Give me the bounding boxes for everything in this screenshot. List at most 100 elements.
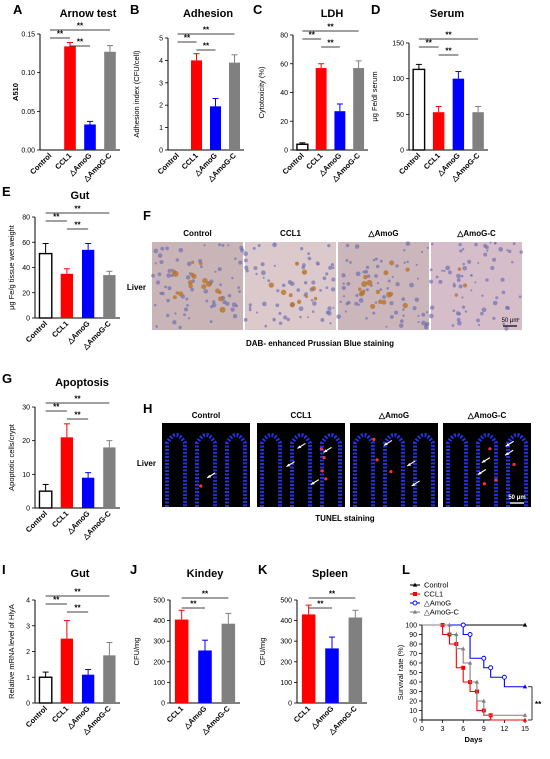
iron-deposit	[201, 284, 207, 290]
cell-nucleus	[342, 282, 345, 285]
iron-deposit	[457, 267, 462, 271]
iron-deposit	[188, 283, 193, 289]
cell-nucleus	[203, 289, 209, 294]
bar-△AmoG-C	[472, 112, 484, 150]
y-axis-label: Relative mRNA level of HlyA	[7, 604, 16, 699]
cell-nucleus	[302, 263, 306, 267]
significance-marker: **	[329, 590, 336, 599]
villus-outline	[353, 433, 375, 507]
cell-nucleus	[200, 265, 203, 269]
cell-nucleus	[298, 306, 304, 312]
cell-nucleus	[231, 302, 237, 308]
apoptotic-cell	[319, 447, 324, 451]
y-tick-label: 80	[280, 33, 288, 40]
y-tick-label: 60	[22, 240, 30, 247]
villus-outline	[320, 433, 342, 507]
y-tick-label: 0	[161, 701, 165, 708]
cell-nucleus	[438, 279, 443, 284]
y-tick-label: 100	[392, 76, 404, 83]
iron-deposit	[175, 291, 179, 295]
cell-nucleus	[476, 318, 480, 323]
cell-nucleus	[464, 310, 468, 313]
significance-marker: **	[327, 39, 334, 48]
chart-title: Gut	[71, 190, 90, 202]
x-tick-label: CCL1	[165, 704, 185, 724]
cell-nucleus	[415, 263, 418, 266]
x-axis-label: Days	[465, 735, 483, 744]
y-axis-label: μg Fe/g tissue wet weight	[7, 224, 16, 310]
cell-nucleus	[178, 325, 182, 330]
cell-nucleus	[441, 269, 444, 272]
cell-nucleus	[406, 260, 409, 264]
cell-nucleus	[319, 289, 322, 292]
arrow-head	[286, 463, 291, 467]
cell-nucleus	[470, 289, 473, 292]
significance-marker: **	[535, 700, 542, 709]
scale-bar-label: 50 μm	[502, 318, 519, 324]
cell-nucleus	[238, 290, 241, 293]
y-tick-label: 100	[153, 680, 165, 687]
y-tick-label: 0	[288, 701, 292, 708]
survival-line-△AmoG-C	[422, 624, 525, 716]
cell-nucleus	[325, 272, 329, 276]
cell-nucleus	[481, 307, 487, 313]
y-tick-label: 20	[409, 698, 417, 705]
panel-caption: DAB- enhanced Prussian Blue staining	[246, 339, 394, 348]
survival-marker	[467, 632, 473, 637]
cell-nucleus	[310, 298, 314, 302]
cell-nucleus	[245, 269, 249, 273]
cell-nucleus	[165, 246, 169, 251]
cell-nucleus	[355, 271, 361, 277]
x-tick-label: Control	[24, 509, 49, 534]
significance-marker: **	[445, 31, 452, 40]
iron-deposit	[205, 281, 212, 287]
y-axis-label: μg Fe/dl serum	[370, 71, 379, 121]
y-tick-label: 4	[159, 58, 163, 65]
bar-△AmoG-C	[103, 275, 116, 318]
arrow-head	[297, 445, 302, 449]
apoptotic-cell	[199, 484, 203, 488]
cell-nucleus	[414, 297, 420, 302]
apoptotic-cell	[482, 482, 486, 486]
significance-marker: **	[203, 42, 210, 51]
significance-marker: **	[203, 26, 210, 35]
bar-△AmoG	[325, 648, 339, 703]
chart-title: Spleen	[312, 568, 348, 580]
x-tick-label: 12	[501, 726, 509, 733]
y-tick-label: 40	[409, 679, 417, 686]
cell-nucleus	[469, 274, 473, 277]
cell-nucleus	[403, 249, 406, 252]
cell-nucleus	[435, 275, 439, 279]
cell-nucleus	[261, 270, 266, 276]
cell-nucleus	[155, 325, 158, 328]
significance-marker: **	[190, 600, 197, 609]
cell-nucleus	[262, 301, 267, 307]
cell-nucleus	[364, 269, 369, 274]
legend-marker	[413, 592, 417, 596]
bar-Control	[38, 252, 53, 319]
chart-title: Adhesion	[183, 8, 233, 20]
y-tick-label: 0	[413, 717, 417, 724]
y-tick-label: 50	[409, 670, 417, 677]
y-axis-label: Survival rate (%)	[396, 644, 405, 700]
x-tick-label: Control	[24, 319, 49, 344]
iron-deposit	[187, 280, 193, 285]
column-header: △AmoG-C	[467, 411, 507, 420]
bar-Control	[296, 143, 309, 151]
row-label: Liver	[137, 459, 156, 468]
bar-△AmoG-C	[221, 623, 236, 703]
cell-nucleus	[232, 313, 238, 319]
cell-nucleus	[456, 317, 461, 322]
cell-nucleus	[480, 311, 484, 316]
villus-outline	[225, 433, 247, 507]
iron-deposit	[358, 287, 362, 291]
cell-nucleus	[481, 294, 484, 297]
cell-nucleus	[445, 265, 451, 271]
y-tick-label: 1	[159, 125, 163, 132]
cell-nucleus	[429, 305, 435, 310]
cell-nucleus	[358, 298, 364, 303]
iron-deposit	[202, 277, 208, 284]
cell-nucleus	[467, 259, 472, 264]
apoptotic-cell	[372, 437, 376, 441]
